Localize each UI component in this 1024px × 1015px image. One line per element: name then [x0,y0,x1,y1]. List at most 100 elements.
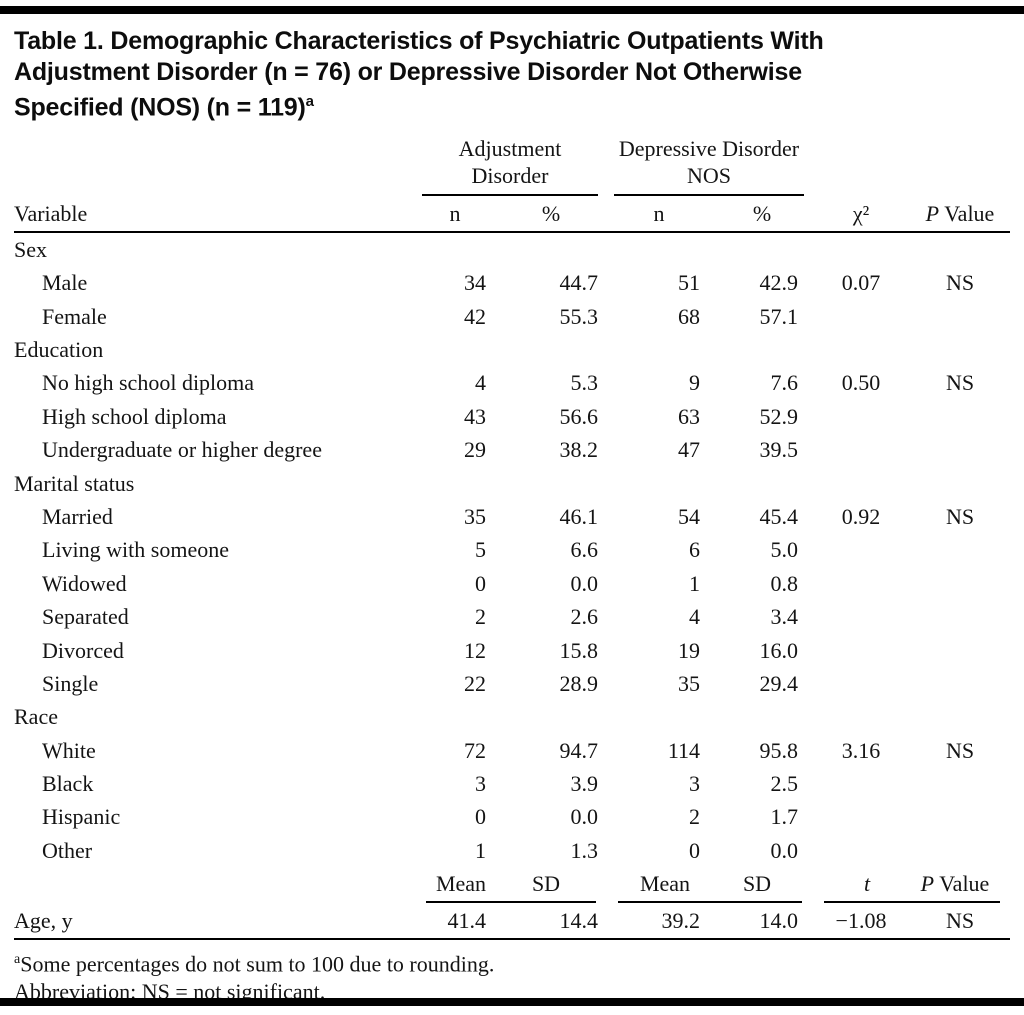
cell-pct2: 29.4 [759,670,799,696]
cell-n2: 4 [689,604,700,630]
cell-n1: 12 [464,637,486,663]
cell-pct2: 45.4 [759,503,799,529]
cell-p: NS [945,270,975,296]
cell-n1: 22 [464,670,486,696]
cell-pct1: 5.3 [570,370,599,396]
cell-n1: 3 [475,771,486,797]
cell-pct2: 7.6 [770,370,799,396]
cell-n1: 35 [464,503,486,529]
cell-t-statistic: −1.08 [835,908,887,934]
row-label: Single [42,670,99,696]
header-sd-depressive: SD [712,867,802,904]
cell-pct1 [496,333,606,366]
row-label: Race [14,704,58,730]
data-row: Black 3 3.9 3 2.5 [14,767,1010,800]
column-group-row: Adjustment Disorder Depressive Disorder … [14,131,1010,196]
column-header-row: Variable n % n % χ² P Value [14,196,1010,233]
cell-pct1: 55.3 [559,303,599,329]
cell-pct1: 3.9 [570,771,599,797]
cell-p [910,767,1010,800]
row-label: Education [14,337,104,362]
cell-chi2 [812,800,910,833]
cell-pct1: 0.0 [570,804,599,830]
cell-n2 [606,700,712,733]
row-label: High school diploma [42,403,227,429]
header-t-statistic: t [824,867,910,904]
cell-n1 [414,700,496,733]
cell-p [910,600,1010,633]
cell-mean-depressive: 39.2 [661,908,701,934]
cell-n2: 0 [689,837,700,863]
cell-pct2: 57.1 [759,303,799,329]
cell-pct2 [712,233,812,266]
cell-pct2 [712,700,812,733]
header-variable: Variable [14,200,88,226]
cell-n1: 1 [475,837,486,863]
cell-pct1: 0.0 [570,570,599,596]
cell-n1: 0 [475,804,486,830]
cell-n1: 34 [464,270,486,296]
cell-mean-adjustment: 41.4 [447,908,487,934]
cell-chi2 [812,433,910,466]
cell-n2 [606,233,712,266]
stats-header-row: Mean SD Mean SD t P Value [14,867,1010,904]
demographics-table: Adjustment Disorder Depressive Disorder … [14,131,1010,941]
cell-pct1: 94.7 [559,737,599,763]
data-row: Single 22 28.9 35 29.4 [14,667,1010,700]
cell-pct1: 38.2 [559,437,599,463]
cell-p: NS [945,503,975,529]
row-label: Widowed [42,570,127,596]
cell-pct1: 15.8 [559,637,599,663]
row-label: White [42,737,96,763]
cell-p [910,567,1010,600]
cell-chi2 [812,600,910,633]
title-line-1: Table 1. Demographic Characteristics of … [14,27,824,55]
cell-pct2: 16.0 [759,637,799,663]
data-row: Married 35 46.1 54 45.4 0.92 NS [14,500,1010,533]
cell-p [910,700,1010,733]
footnote-a: aSome percentages do not sum to 100 due … [14,946,1010,977]
cell-pct2: 0.0 [770,837,799,863]
cell-pct1 [496,233,606,266]
cell-p [910,300,1010,333]
cell-p [910,233,1010,266]
footnote-a-marker: a [14,952,21,968]
table-body: Sex Male 34 44.7 51 42.9 0.07 NS Female 42 55.3 68 5… [14,233,1010,867]
cell-n1: 5 [475,537,486,563]
p-italic: P [925,200,940,226]
cell-chi2 [812,767,910,800]
cell-n2: 68 [678,303,700,329]
cell-chi2: 0.50 [841,370,881,396]
row-label: Female [42,303,107,329]
cell-n1: 43 [464,403,486,429]
t-italic: t [863,871,871,897]
cell-chi2 [812,667,910,700]
cell-p [910,634,1010,667]
category-row: Race [14,700,1010,733]
data-row: Female 42 55.3 68 57.1 [14,300,1010,333]
cell-n2: 47 [678,437,700,463]
p-word: Value [944,200,995,226]
cell-n2: 63 [678,403,700,429]
data-row: Divorced 12 15.8 19 16.0 [14,634,1010,667]
data-row: Other 1 1.3 0 0.0 [14,834,1010,867]
cell-pct2: 42.9 [759,270,799,296]
cell-n1 [414,333,496,366]
cell-chi2 [812,233,910,266]
cell-chi2 [812,834,910,867]
data-row: Undergraduate or higher degree 29 38.2 47 39… [14,433,1010,466]
row-label: Living with someone [42,537,229,563]
cell-p: NS [945,370,975,396]
group-header-depressive-disorder-nos: Depressive Disorder NOS [614,135,804,196]
cell-p: NS [945,737,975,763]
cell-chi2 [812,567,910,600]
cell-n1: 0 [475,570,486,596]
cell-n1: 4 [475,370,486,396]
cell-chi2: 0.07 [841,270,881,296]
cell-chi2 [812,634,910,667]
cell-chi2 [812,333,910,366]
cell-pct1: 2.6 [570,604,599,630]
cell-n2 [606,333,712,366]
header-n-adjustment: n [449,200,461,226]
title-footnote-marker: a [305,93,314,110]
